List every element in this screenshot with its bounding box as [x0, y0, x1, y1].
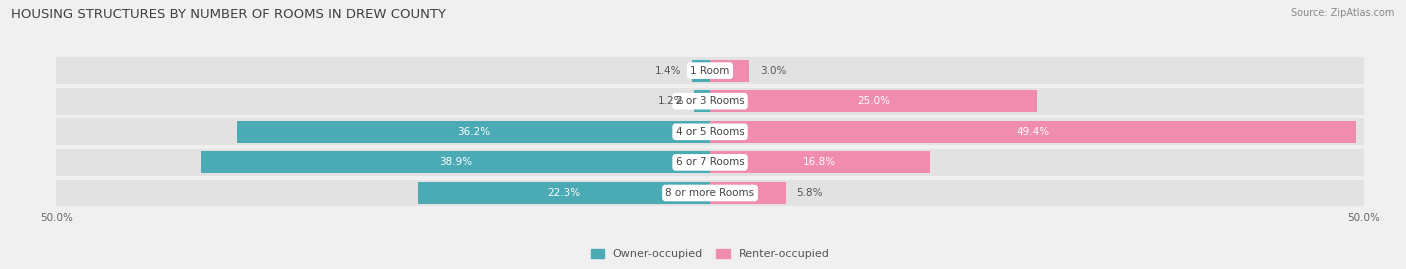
- Text: 1 Room: 1 Room: [690, 66, 730, 76]
- Text: 8 or more Rooms: 8 or more Rooms: [665, 188, 755, 198]
- Text: 5.8%: 5.8%: [796, 188, 823, 198]
- Text: 22.3%: 22.3%: [548, 188, 581, 198]
- Bar: [56, 118, 1364, 145]
- Text: HOUSING STRUCTURES BY NUMBER OF ROOMS IN DREW COUNTY: HOUSING STRUCTURES BY NUMBER OF ROOMS IN…: [11, 8, 446, 21]
- Bar: [56, 88, 1364, 115]
- Bar: [710, 60, 749, 82]
- Bar: [710, 121, 1355, 143]
- Bar: [710, 151, 929, 174]
- Text: 6 or 7 Rooms: 6 or 7 Rooms: [676, 157, 744, 167]
- Text: 1.2%: 1.2%: [658, 96, 683, 106]
- Bar: [201, 151, 710, 174]
- Text: Source: ZipAtlas.com: Source: ZipAtlas.com: [1291, 8, 1395, 18]
- Text: 38.9%: 38.9%: [439, 157, 472, 167]
- Bar: [692, 60, 710, 82]
- Text: 25.0%: 25.0%: [858, 96, 890, 106]
- Bar: [710, 182, 786, 204]
- Text: 2 or 3 Rooms: 2 or 3 Rooms: [676, 96, 744, 106]
- Bar: [56, 57, 1364, 84]
- Bar: [419, 182, 710, 204]
- Text: 36.2%: 36.2%: [457, 127, 489, 137]
- Text: 1.4%: 1.4%: [655, 66, 682, 76]
- Text: 16.8%: 16.8%: [803, 157, 837, 167]
- Text: 3.0%: 3.0%: [759, 66, 786, 76]
- Bar: [695, 90, 710, 112]
- Text: 49.4%: 49.4%: [1017, 127, 1049, 137]
- Bar: [710, 90, 1038, 112]
- Bar: [56, 179, 1364, 206]
- Bar: [236, 121, 710, 143]
- Bar: [56, 149, 1364, 176]
- Text: 4 or 5 Rooms: 4 or 5 Rooms: [676, 127, 744, 137]
- Legend: Owner-occupied, Renter-occupied: Owner-occupied, Renter-occupied: [586, 244, 834, 264]
